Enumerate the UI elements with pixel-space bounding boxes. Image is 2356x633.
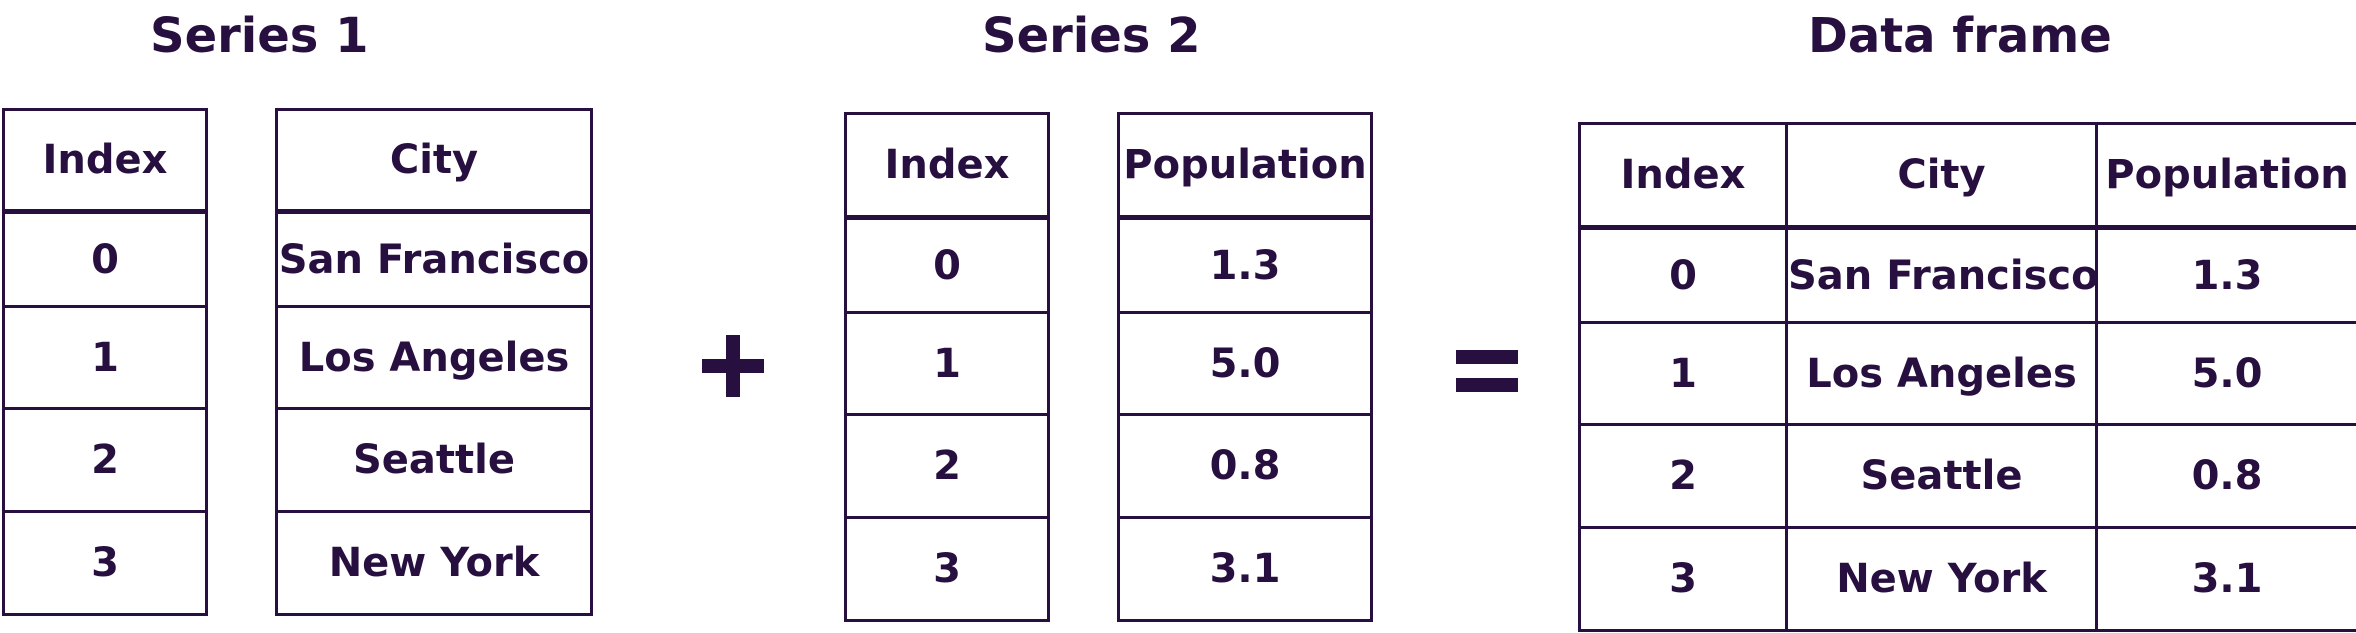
dataframe-population-header: Population xyxy=(2095,122,2356,230)
table-cell: 1 xyxy=(1578,321,1788,426)
table-cell: New York xyxy=(275,510,593,616)
table-cell: 1 xyxy=(844,311,1050,416)
table-cell: San Francisco xyxy=(275,210,593,308)
table-cell: 3 xyxy=(1578,526,1788,632)
dataframe-title: Data frame xyxy=(1808,8,2112,64)
table-cell: 2 xyxy=(844,413,1050,519)
dataframe-city-header: City xyxy=(1785,122,2098,230)
table-cell: San Francisco xyxy=(1785,226,2099,324)
table-cell: 5.0 xyxy=(2095,321,2356,426)
table-row: 2 Seattle 0.8 xyxy=(1578,423,2356,529)
table-row: 3 New York 3.1 xyxy=(1578,526,2356,632)
series-1-title: Series 1 xyxy=(150,8,369,64)
table-cell: 2 xyxy=(2,407,208,513)
table-cell: 0 xyxy=(1578,226,1788,324)
table-cell: 0 xyxy=(844,216,1050,314)
series-1-city-header: City xyxy=(275,108,593,214)
dataframe-index-header: Index xyxy=(1578,122,1788,230)
table-cell: 3 xyxy=(844,516,1050,622)
table-cell: 3 xyxy=(2,510,208,616)
table-cell: 0.8 xyxy=(1117,413,1373,519)
series-2-index-header: Index xyxy=(844,112,1050,220)
table-cell: 5.0 xyxy=(1117,311,1373,416)
table-cell: Los Angeles xyxy=(1785,321,2098,426)
table-cell: 2 xyxy=(1578,423,1788,529)
table-cell: 1.3 xyxy=(1117,216,1373,314)
equals-icon xyxy=(1456,350,1518,396)
plus-icon xyxy=(702,335,764,397)
table-cell: 1 xyxy=(2,305,208,410)
table-cell: 1.3 xyxy=(2095,226,2356,324)
table-row: 0 San Francisco 1.3 xyxy=(1578,226,2356,324)
series-1-city-table: City San Francisco Los Angeles Seattle N… xyxy=(275,108,593,616)
series-2-title: Series 2 xyxy=(982,8,1201,64)
table-cell: 0 xyxy=(2,210,208,308)
dataframe-table: Index City Population 0 San Francisco 1.… xyxy=(1578,122,2356,632)
series-1-index-table: Index 0 1 2 3 xyxy=(2,108,208,616)
table-cell: 3.1 xyxy=(2095,526,2356,632)
table-cell: 3.1 xyxy=(1117,516,1373,622)
table-cell: Seattle xyxy=(1785,423,2098,529)
series-2-index-table: Index 0 1 2 3 xyxy=(844,112,1050,622)
table-cell: 0.8 xyxy=(2095,423,2356,529)
table-cell: Seattle xyxy=(275,407,593,513)
table-cell: Los Angeles xyxy=(275,305,593,410)
series-2-population-header: Population xyxy=(1117,112,1373,220)
table-cell: New York xyxy=(1785,526,2098,632)
table-row: 1 Los Angeles 5.0 xyxy=(1578,321,2356,426)
series-1-index-header: Index xyxy=(2,108,208,214)
series-2-population-table: Population 1.3 5.0 0.8 3.1 xyxy=(1117,112,1373,622)
